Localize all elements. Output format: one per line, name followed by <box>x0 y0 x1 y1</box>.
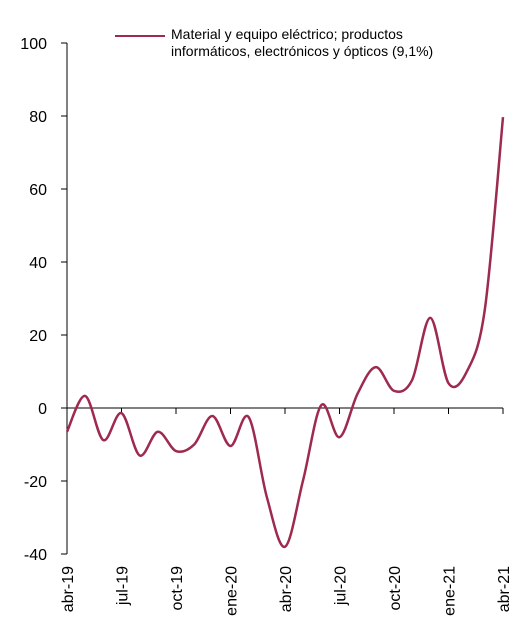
y-tick-label: 0 <box>38 401 47 418</box>
x-tick-label: ene-20 <box>224 566 241 616</box>
x-tick-label: abr-21 <box>496 566 513 612</box>
x-tick-label: jul-19 <box>115 566 132 606</box>
y-tick-label: -40 <box>24 547 47 564</box>
y-tick-label: 80 <box>29 109 47 126</box>
x-tick-label: jul-20 <box>333 566 350 606</box>
x-tick-label: abr-19 <box>60 566 77 612</box>
x-tick-label: abr-20 <box>278 566 295 612</box>
legend-label: Material y equipo eléctrico; productos i… <box>171 26 434 59</box>
line-series <box>65 116 505 548</box>
y-tick-label: 40 <box>29 255 47 272</box>
x-tick-label: ene-21 <box>442 566 459 616</box>
x-tick-label: oct-19 <box>169 566 186 611</box>
y-tick-label: 60 <box>29 182 47 199</box>
y-tick-label: -20 <box>24 474 47 491</box>
y-tick-label: 20 <box>29 328 47 345</box>
y-tick-label: 100 <box>20 36 47 53</box>
x-tick-label: oct-20 <box>387 566 404 611</box>
legend-swatch <box>115 35 165 37</box>
legend: Material y equipo eléctrico; productos i… <box>115 26 475 60</box>
